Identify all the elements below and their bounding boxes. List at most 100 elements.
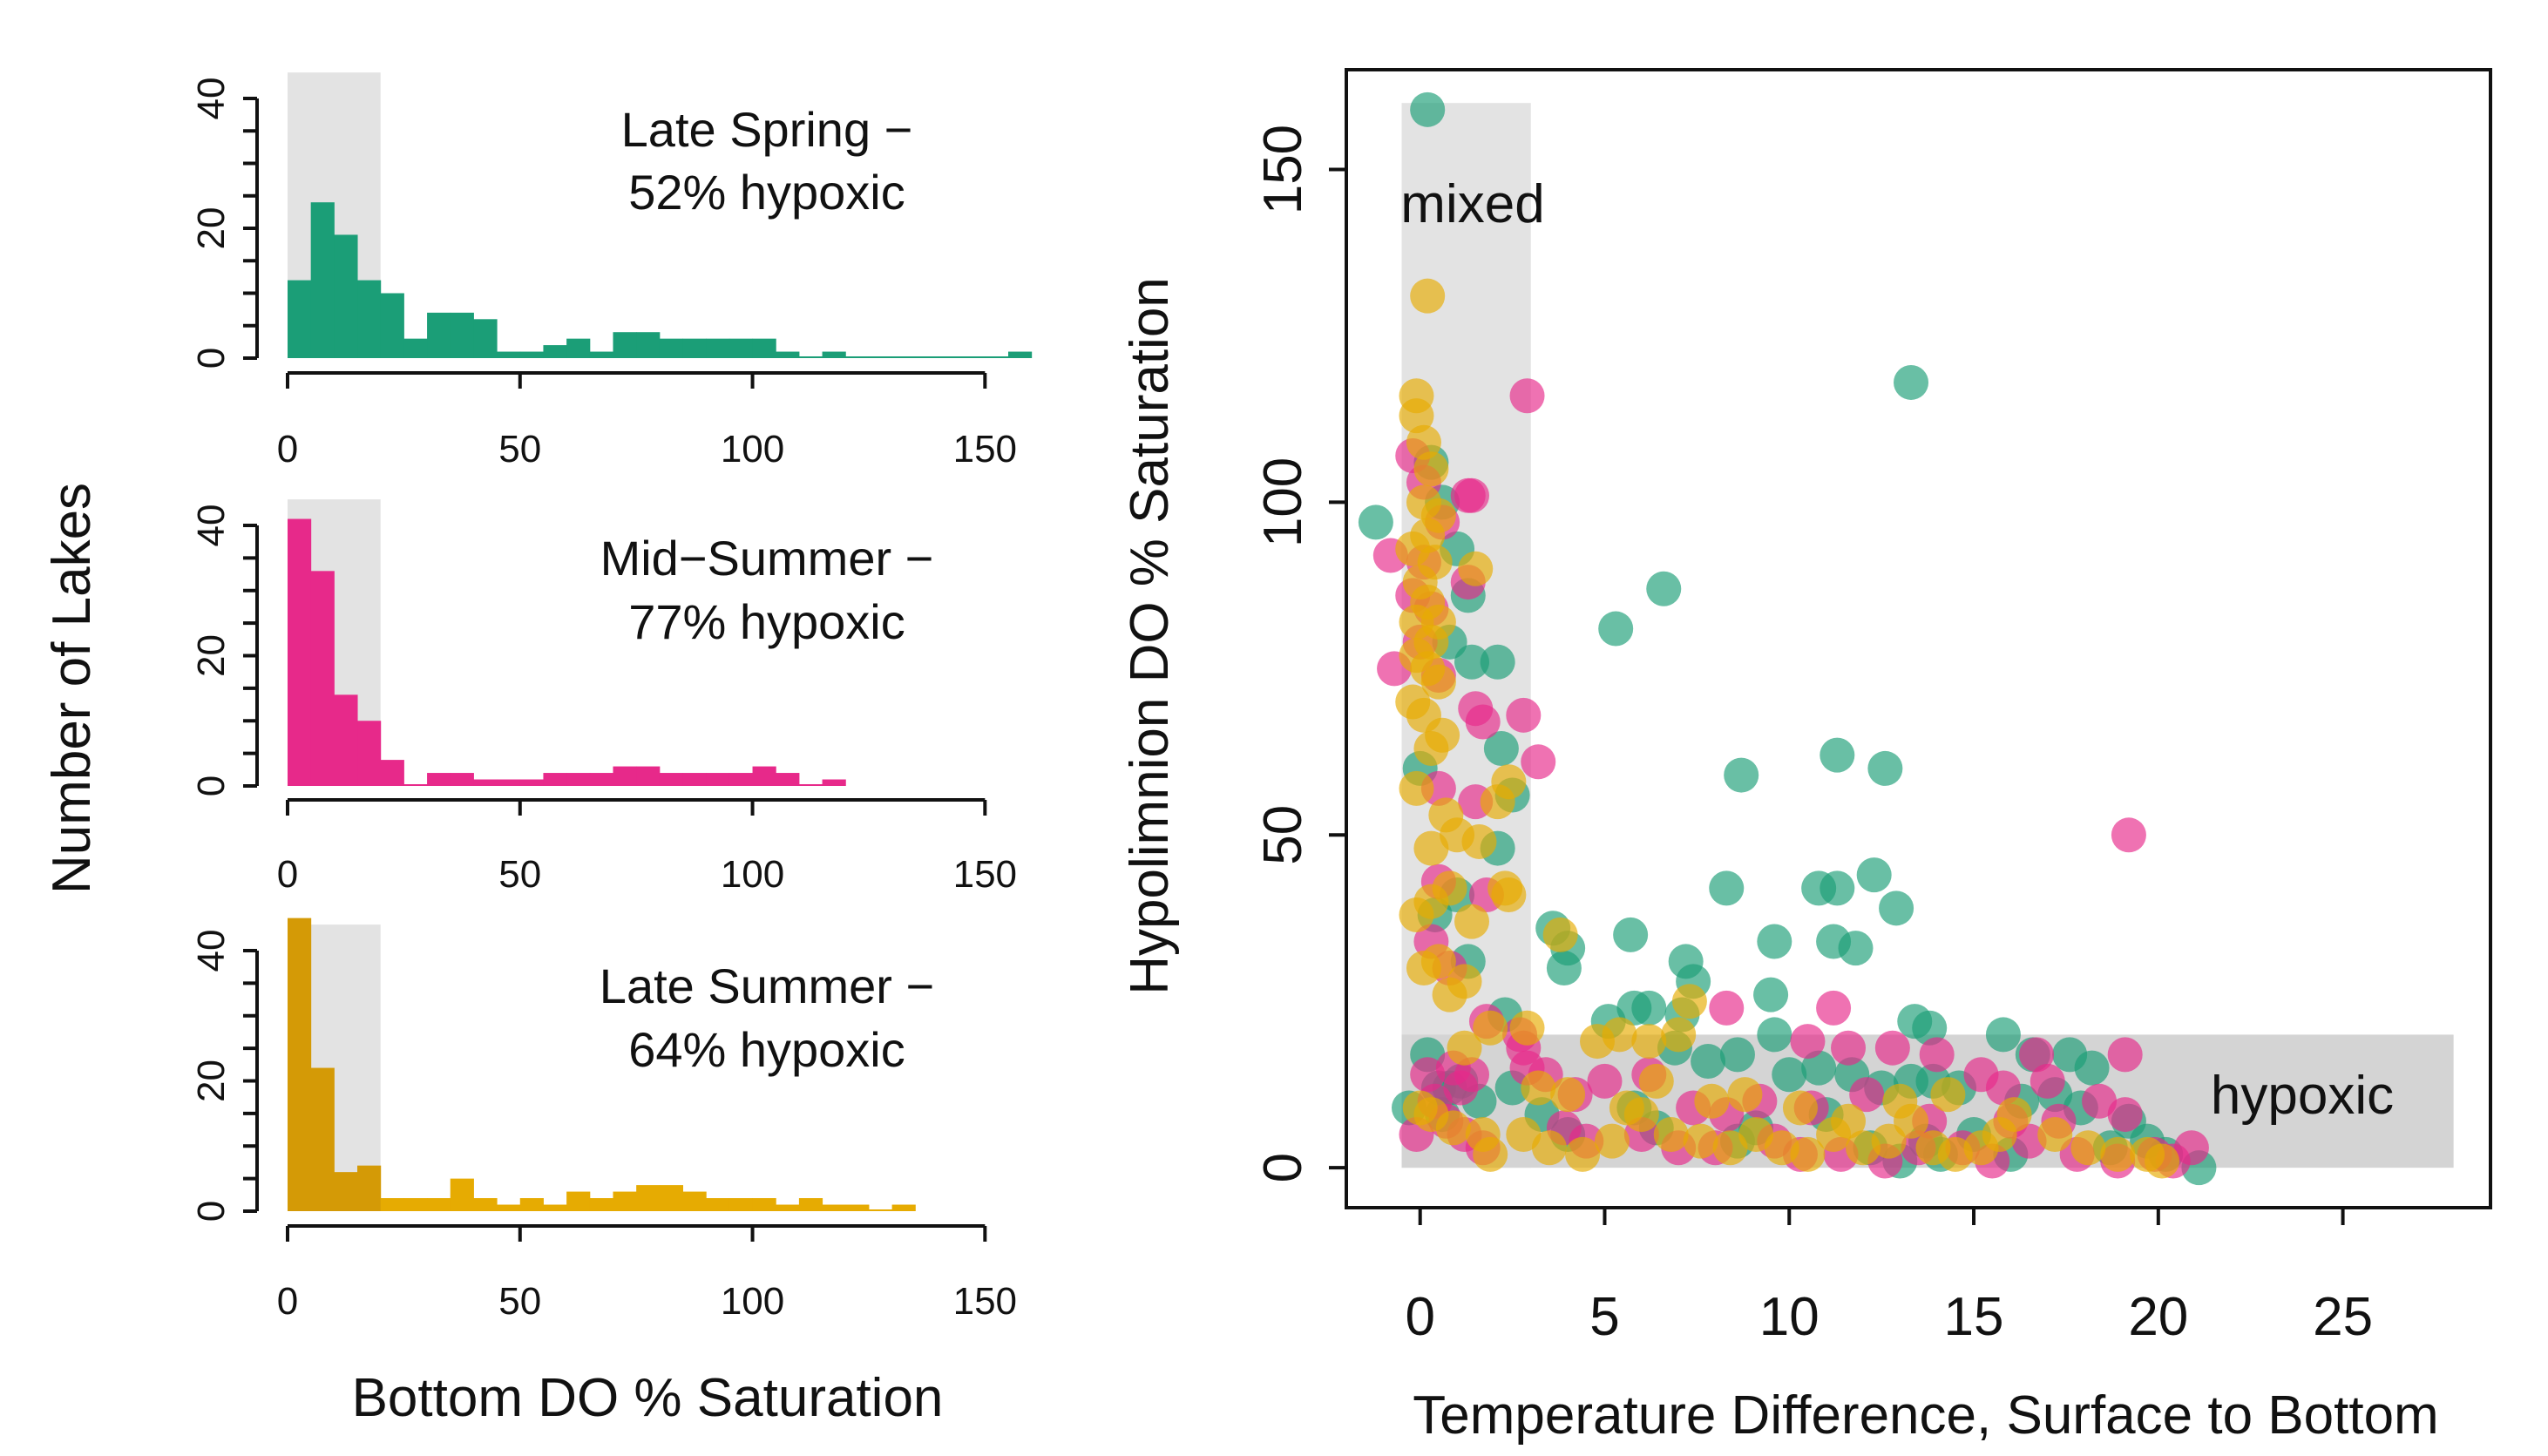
late-summer-point <box>1461 823 1497 859</box>
mid-summer-point <box>1410 1057 1446 1093</box>
mid-summer-point <box>2111 817 2146 853</box>
late-summer-bar <box>403 1198 428 1211</box>
late-summer-bar <box>868 1209 893 1211</box>
late-summer-point <box>2070 1130 2106 1166</box>
mixed-region-label: mixed <box>1400 174 1544 234</box>
late-summer-point <box>2100 1136 2136 1172</box>
mid-summer-bar <box>776 773 800 786</box>
mid-summer-bar <box>589 773 613 786</box>
scatter-y-tick-label: 0 <box>1253 1153 1313 1182</box>
mid-summer-x-tick-label: 100 <box>721 853 784 896</box>
late-summer-bar <box>497 1204 521 1211</box>
mid-summer-bar <box>659 773 684 786</box>
mid-summer-point <box>1831 1030 1867 1066</box>
late-spring-bar <box>613 332 637 358</box>
late-summer-point <box>1882 1083 1918 1119</box>
late-spring-point <box>1480 644 1515 680</box>
mid-summer-point <box>1454 477 1490 513</box>
mid-summer-bar <box>682 773 707 786</box>
late-spring-bar <box>798 356 823 358</box>
mid-summer-bar <box>613 766 637 786</box>
late-spring-point <box>1454 644 1490 680</box>
late-summer-point <box>1565 1136 1601 1172</box>
late-spring-point <box>1820 737 1855 773</box>
late-summer-point <box>1413 830 1449 866</box>
late-spring-bar <box>868 356 893 358</box>
late-summer-point <box>1413 451 1449 487</box>
late-summer-bar <box>659 1185 684 1211</box>
late-summer-bar <box>682 1191 707 1211</box>
late-summer-point <box>1782 1090 1818 1126</box>
late-summer-point <box>1550 1077 1586 1113</box>
mid-summer-bar <box>334 694 358 786</box>
scatter-x-tick-label: 20 <box>2128 1287 2188 1347</box>
late-summer-point <box>1831 1103 1867 1139</box>
late-spring-bar <box>403 338 428 358</box>
late-summer-point <box>1399 398 1434 434</box>
mid-summer-bar <box>380 760 404 786</box>
late-summer-bar <box>589 1198 613 1211</box>
mid-summer-bar <box>357 721 382 786</box>
late-summer-bar <box>798 1198 823 1211</box>
late-spring-point <box>1772 1057 1807 1093</box>
mid-summer-point <box>2019 1037 2055 1073</box>
late-spring-x-tick-label: 0 <box>277 428 298 471</box>
late-summer-point <box>1631 1024 1667 1060</box>
late-summer-point <box>1671 984 1707 1019</box>
mid-summer-point <box>1919 1037 1955 1073</box>
late-summer-x-tick-label: 0 <box>277 1280 298 1323</box>
late-spring-x-tick-label: 50 <box>498 428 541 471</box>
late-summer-bar <box>728 1198 754 1211</box>
late-summer-point <box>1790 1136 1826 1172</box>
late-spring-point <box>1719 1037 1755 1073</box>
mid-summer-point <box>1874 1030 1910 1066</box>
late-summer-bar <box>380 1198 404 1211</box>
late-summer-point <box>1406 424 1441 460</box>
late-summer-point <box>1712 1130 1748 1166</box>
late-spring-bar <box>915 356 939 358</box>
mid-summer-bar <box>752 766 776 786</box>
mid-summer-bar <box>427 773 451 786</box>
late-spring-bar <box>380 293 404 358</box>
late-spring-point <box>1483 731 1519 767</box>
late-summer-point <box>1473 1136 1508 1172</box>
late-spring-bar <box>473 319 498 358</box>
mid-summer-point <box>1790 1024 1826 1060</box>
late-spring-bar <box>310 202 335 358</box>
mid-summer-bar <box>497 779 521 786</box>
late-summer-bar <box>822 1204 846 1211</box>
late-summer-point <box>1447 1030 1482 1066</box>
late-summer-point <box>1531 1130 1567 1166</box>
mid-summer-bar <box>543 773 567 786</box>
late-spring-y-tick-label: 0 <box>190 348 233 369</box>
mid-summer-point <box>2107 1037 2143 1073</box>
mid-summer-y-tick-label: 20 <box>190 634 233 677</box>
late-spring-bar <box>519 351 544 358</box>
late-spring-bar <box>450 312 474 358</box>
late-summer-point <box>2037 1116 2073 1152</box>
mid-summer-bar <box>288 518 312 786</box>
mid-summer-point <box>2030 1063 2065 1099</box>
late-summer-bar <box>357 1165 382 1211</box>
mid-summer-point <box>1816 990 1852 1026</box>
mid-summer-point <box>1521 744 1556 780</box>
late-summer-point <box>1420 944 1456 979</box>
scatter-x-tick-label: 0 <box>1405 1287 1434 1347</box>
scatter-x-tick-label: 15 <box>1944 1287 2004 1347</box>
mid-summer-x-tick-label: 150 <box>953 853 1017 896</box>
late-summer-point <box>1473 1010 1508 1046</box>
late-spring-point <box>2074 1050 2110 1086</box>
late-spring-bar <box>357 280 382 358</box>
late-spring-point <box>1546 951 1582 986</box>
late-spring-point <box>1838 931 1874 966</box>
marks-layer <box>288 91 2217 1211</box>
scatter-y-axis-title: Hypolimnion DO % Saturation <box>1120 277 1180 995</box>
late-summer-point <box>1638 1063 1674 1099</box>
late-summer-point <box>1653 1116 1689 1152</box>
late-summer-point <box>1602 1017 1637 1053</box>
histograms-y-axis-title: Number of Lakes <box>42 483 102 894</box>
late-spring-point <box>1631 990 1667 1026</box>
late-summer-point <box>1432 870 1467 906</box>
late-summer-point <box>1506 1116 1542 1152</box>
mid-summer-point <box>2082 1083 2118 1119</box>
